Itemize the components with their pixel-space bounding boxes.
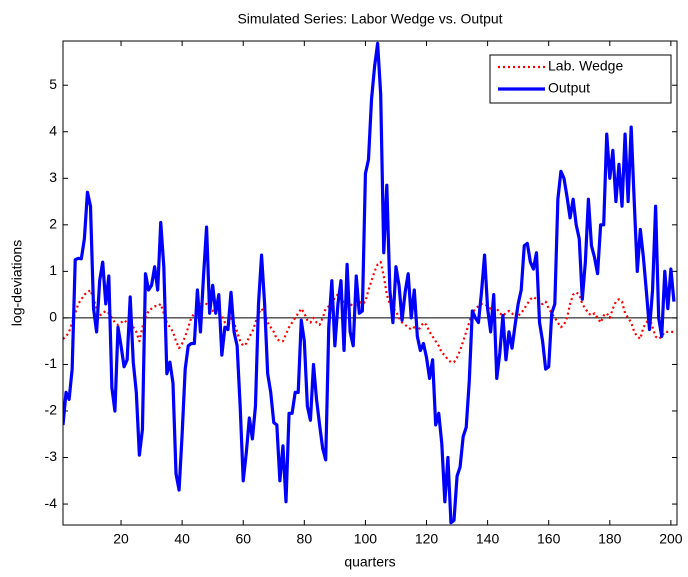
y-tick-label: -3 bbox=[45, 448, 58, 464]
y-tick-label: 3 bbox=[49, 169, 57, 185]
y-tick-label: -2 bbox=[45, 402, 58, 418]
x-tick-label: 80 bbox=[297, 531, 313, 547]
plot-frame bbox=[62, 40, 678, 526]
y-tick-label: -1 bbox=[45, 355, 58, 371]
series-line bbox=[63, 41, 676, 525]
chart-title: Simulated Series: Labor Wedge vs. Output bbox=[237, 11, 502, 27]
x-tick-label: 140 bbox=[476, 531, 500, 547]
x-tick-label: 120 bbox=[415, 531, 439, 547]
y-axis-label: log-deviations bbox=[9, 240, 25, 326]
x-tick-label: 60 bbox=[235, 531, 251, 547]
x-tick-label: 40 bbox=[174, 531, 190, 547]
y-tick-label: 0 bbox=[49, 309, 57, 325]
y-tick-label: 5 bbox=[49, 76, 57, 92]
y-tick-label: 2 bbox=[49, 216, 57, 232]
y-tick-label: 4 bbox=[49, 122, 57, 138]
legend-label: Output bbox=[548, 80, 590, 96]
x-axis-label: quarters bbox=[344, 554, 395, 570]
y-tick-label: 1 bbox=[49, 262, 57, 278]
y-tick-label: -4 bbox=[45, 495, 58, 511]
legend-box bbox=[489, 54, 672, 104]
x-tick-label: 200 bbox=[659, 531, 683, 547]
x-tick-label: 20 bbox=[113, 531, 129, 547]
x-tick-label: 180 bbox=[598, 531, 622, 547]
x-tick-label: 100 bbox=[354, 531, 378, 547]
legend-label: Lab. Wedge bbox=[548, 58, 623, 74]
x-tick-label: 160 bbox=[537, 531, 561, 547]
